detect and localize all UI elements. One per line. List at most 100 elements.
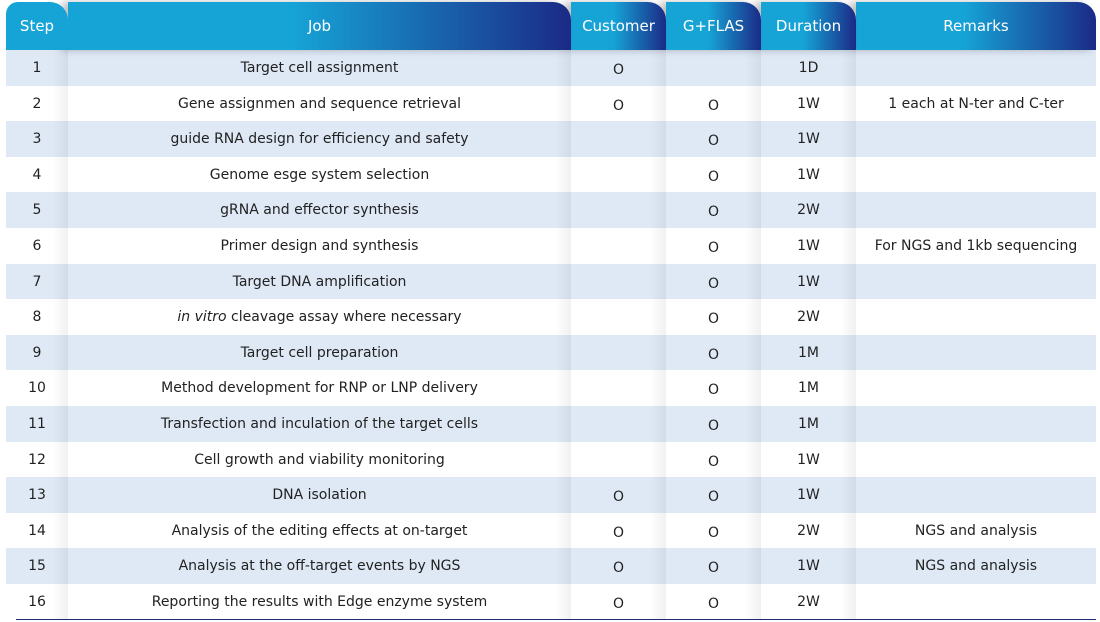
cell-gflas: O [707, 240, 720, 256]
cell-gflas: O [707, 382, 720, 399]
cell-step: 7 [32, 273, 42, 290]
cell-remarks [856, 406, 1096, 442]
header-label: Job [307, 17, 332, 35]
cell-remarks: For NGS and 1kb sequencing [874, 238, 1078, 254]
cell-duration: 1W [797, 487, 820, 504]
cell-duration: 1W [797, 131, 820, 148]
cell-step: 12 [28, 451, 46, 468]
cell-customer [571, 228, 666, 264]
cell-remarks [856, 192, 1096, 228]
cell-duration: 2W [797, 594, 820, 610]
cell-gflas: O [707, 524, 720, 541]
header-label: Step [19, 17, 55, 35]
cell-remarks [856, 584, 1096, 620]
cell-gflas: O [707, 346, 720, 363]
header-label: Duration [775, 17, 842, 35]
cell-remarks [856, 157, 1096, 193]
cell-duration: 1W [797, 166, 820, 183]
cell-job: Genome esge system selection [209, 166, 430, 183]
cell-job: Method development for RNP or LNP delive… [161, 380, 478, 397]
table-row: 6 Primer design and synthesis O 1W For NGS a… [0, 228, 1100, 264]
cell-step: 10 [28, 380, 46, 397]
cell-remarks: 1 each at N-ter and C-ter [888, 95, 1064, 112]
cell-customer: O [612, 62, 625, 78]
table-row: 8 in vitro cleavage assay where necessary… [0, 299, 1100, 336]
cell-step: 5 [32, 202, 42, 219]
cell-customer [571, 442, 666, 478]
cell-job: Transfection and inculation of the targe… [160, 416, 479, 432]
cell-remarks [856, 299, 1096, 335]
cell-gflas: O [707, 596, 720, 612]
cell-remarks: NGS and analysis [914, 522, 1038, 539]
cell-remarks [856, 50, 1096, 86]
cell-remarks [856, 370, 1096, 406]
cell-customer [571, 335, 666, 371]
header-label: Remarks [943, 17, 1009, 35]
table-row: 5 gRNA and effector synthesis O 2W [0, 192, 1100, 229]
cell-customer [571, 157, 666, 193]
cell-customer [571, 264, 666, 300]
header-label: Customer [582, 17, 655, 35]
cell-remarks: NGS and analysis [914, 558, 1038, 575]
cell-duration: 1W [797, 238, 820, 254]
cell-gflas: O [707, 560, 720, 577]
cell-duration: 1M [798, 380, 819, 397]
cell-customer: O [612, 560, 625, 577]
cell-remarks [856, 335, 1096, 371]
cell-duration: 1W [797, 558, 820, 575]
table-row: 9 Target cell preparation O 1M [0, 334, 1100, 371]
cell-step: 9 [32, 344, 42, 361]
cell-gflas: O [707, 275, 720, 292]
cell-job: Gene assignmen and sequence retrieval [177, 95, 462, 112]
header-customer: Customer [571, 2, 666, 50]
cell-duration: 2W [797, 522, 820, 539]
cell-job: Analysis at the off-target events by NGS [178, 558, 461, 575]
cell-job: in vitro cleavage assay where necessary [68, 299, 571, 335]
cell-customer [571, 299, 666, 335]
cell-job: gRNA and effector synthesis [220, 202, 419, 219]
cell-customer [571, 370, 666, 406]
cell-customer [571, 192, 666, 228]
cell-customer [571, 121, 666, 157]
cell-duration: 2W [797, 309, 820, 326]
cell-remarks [856, 121, 1096, 157]
header-gflas: G+FLAS [666, 2, 761, 50]
table-header: Step Job Customer G+FLAS Duration Remarks [0, 0, 1100, 50]
cell-step: 2 [32, 95, 42, 112]
cell-step: 3 [32, 131, 42, 148]
table-row: 15 Analysis at the off-target events by N… [0, 548, 1100, 585]
header-remarks: Remarks [856, 2, 1096, 50]
table-row: 7 Target DNA amplification O 1W [0, 263, 1100, 300]
cell-job: Target cell preparation [240, 344, 399, 361]
cell-duration: 2W [797, 202, 820, 219]
table-row: 4 Genome esge system selection O 1W [0, 156, 1100, 193]
table-row: 16 Reporting the results with Edge enzyme… [0, 584, 1100, 620]
header-label: G+FLAS [682, 17, 745, 35]
cell-job: Target cell assignment [240, 60, 399, 76]
table-row: 12 Cell growth and viability monitoring O 1… [0, 441, 1100, 478]
table-bottom-border [16, 619, 1096, 620]
cell-duration: 1W [797, 273, 820, 290]
cell-gflas: O [707, 204, 720, 221]
cell-customer: O [612, 489, 625, 506]
cell-gflas: O [707, 453, 720, 470]
cell-step: 13 [28, 487, 46, 504]
cell-step: 11 [28, 416, 46, 432]
cell-duration: 1W [797, 451, 820, 468]
table-row: 10 Method development for RNP or LNP deli… [0, 370, 1100, 407]
cell-remarks [856, 477, 1096, 513]
table-row: 11 Transfection and inculation of the tar… [0, 406, 1100, 442]
cell-remarks [856, 442, 1096, 478]
cell-duration: 1W [797, 95, 820, 112]
header-job: Job [68, 2, 571, 50]
cell-gflas: O [707, 418, 720, 434]
cell-step: 14 [28, 522, 46, 539]
header-step: Step [6, 2, 68, 50]
cell-job: Target DNA amplification [232, 273, 407, 290]
cell-gflas: O [707, 489, 720, 506]
cell-customer [571, 406, 666, 442]
cell-job: Reporting the results with Edge enzyme s… [151, 594, 488, 610]
table-row: 14 Analysis of the editing effects at on-… [0, 512, 1100, 549]
cell-duration: 1M [798, 416, 819, 432]
cell-duration: 1M [798, 344, 819, 361]
